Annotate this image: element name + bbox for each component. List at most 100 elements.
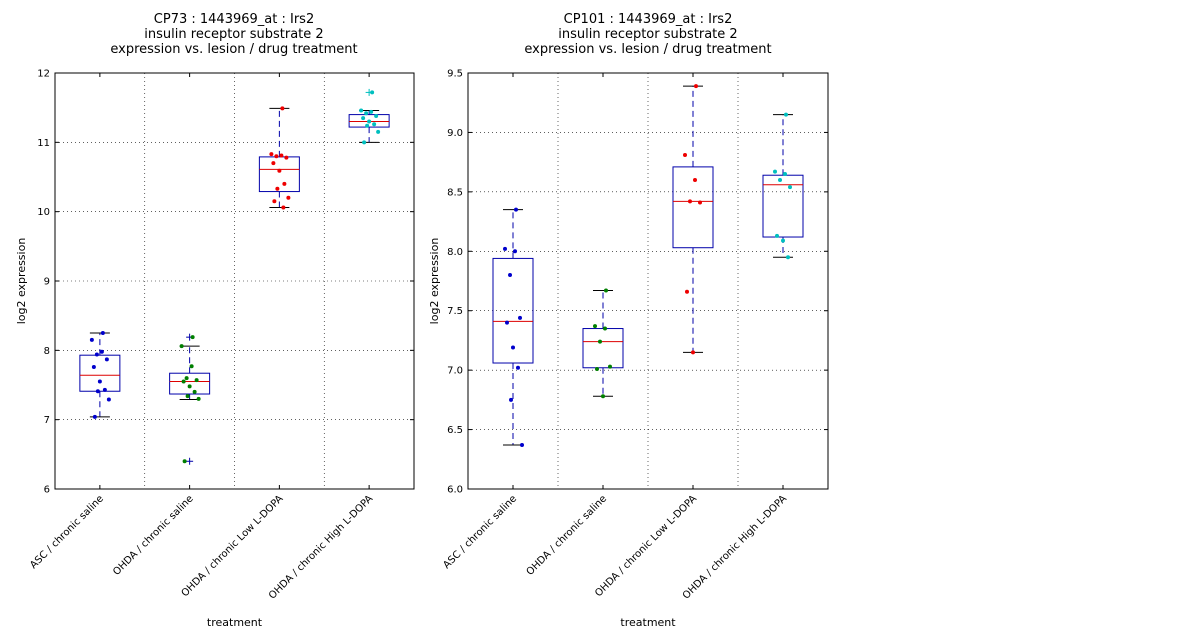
data-point xyxy=(281,205,286,210)
y-tick-label: 8 xyxy=(44,346,50,357)
data-point xyxy=(603,326,607,331)
data-point xyxy=(92,414,97,419)
data-point xyxy=(509,397,513,402)
data-point xyxy=(372,122,377,127)
data-point xyxy=(192,389,197,394)
chart-title-line: CP101 : 1443969_at : Irs2 xyxy=(564,12,733,27)
data-point xyxy=(359,108,364,113)
data-point xyxy=(511,345,515,350)
data-point xyxy=(518,315,522,320)
box-1 xyxy=(582,290,624,397)
y-tick-label: 9.0 xyxy=(447,128,463,139)
data-point xyxy=(784,112,788,117)
data-point xyxy=(95,389,100,394)
data-point xyxy=(683,153,687,158)
data-point xyxy=(698,200,702,205)
data-point xyxy=(102,387,107,392)
data-point xyxy=(604,288,608,293)
chart-title-line: insulin receptor substrate 2 xyxy=(558,27,737,42)
data-point xyxy=(370,90,375,95)
y-tick-label: 8.5 xyxy=(447,187,463,198)
data-point xyxy=(778,177,782,182)
data-point xyxy=(271,161,276,166)
data-point xyxy=(181,379,186,384)
data-point xyxy=(786,255,790,260)
y-tick-label: 9 xyxy=(44,277,50,288)
data-point xyxy=(97,379,102,384)
y-tick-label: 9.5 xyxy=(447,69,463,80)
data-point xyxy=(688,199,692,204)
box-iqr xyxy=(762,174,804,238)
data-point xyxy=(781,238,785,243)
data-point xyxy=(608,364,612,369)
x-tick-label: OHDA / chronic High L-DOPA xyxy=(681,493,789,601)
data-point xyxy=(691,350,695,355)
data-point xyxy=(362,140,367,145)
data-point xyxy=(367,119,372,124)
data-point xyxy=(185,394,190,399)
x-tick-label: OHDA / chronic saline xyxy=(111,493,196,578)
data-point xyxy=(190,335,195,340)
box-iqr xyxy=(258,156,300,193)
data-point xyxy=(361,116,366,121)
y-axis-label: log2 expression xyxy=(428,238,441,325)
y-tick-label: 12 xyxy=(37,69,50,80)
data-point xyxy=(693,177,697,182)
x-tick-label: ASC / chronic saline xyxy=(441,493,519,571)
x-tick-label: OHDA / chronic Low L-DOPA xyxy=(180,493,286,599)
y-tick-label: 7.5 xyxy=(447,306,463,317)
data-point xyxy=(508,273,512,278)
box-1 xyxy=(169,333,211,465)
x-axis-label: treatment xyxy=(620,616,676,629)
data-point xyxy=(179,344,184,349)
data-point xyxy=(269,152,274,157)
data-point xyxy=(374,113,379,118)
data-point xyxy=(280,106,285,111)
data-point xyxy=(694,84,698,89)
box-0 xyxy=(492,209,534,446)
box-iqr xyxy=(582,328,624,369)
data-point xyxy=(274,154,279,159)
data-point xyxy=(272,199,277,204)
data-point xyxy=(369,109,374,114)
box-2 xyxy=(258,107,300,209)
data-point xyxy=(104,357,109,362)
y-axis-label: log2 expression xyxy=(15,238,28,325)
data-point xyxy=(106,397,111,402)
data-point xyxy=(595,366,599,371)
data-point xyxy=(503,246,507,251)
x-axis-label: treatment xyxy=(207,616,263,629)
y-tick-label: 8.0 xyxy=(447,247,463,258)
data-point xyxy=(601,394,605,399)
data-point xyxy=(99,349,104,354)
box-iqr xyxy=(169,372,211,395)
data-point xyxy=(279,153,284,158)
data-point xyxy=(196,396,201,401)
data-point xyxy=(187,384,192,389)
x-tick-label: ASC / chronic saline xyxy=(28,493,106,571)
data-point xyxy=(513,249,517,254)
x-tick-label: OHDA / chronic High L-DOPA xyxy=(267,493,375,601)
y-tick-label: 7.0 xyxy=(447,366,463,377)
data-point xyxy=(685,289,689,294)
data-point xyxy=(593,324,597,329)
chart-title-line: expression vs. lesion / drug treatment xyxy=(110,42,357,57)
data-point xyxy=(376,129,381,134)
data-point xyxy=(286,195,291,200)
chart-title-line: expression vs. lesion / drug treatment xyxy=(524,42,771,57)
data-point xyxy=(182,459,187,464)
data-point xyxy=(516,365,520,370)
data-point xyxy=(284,155,289,160)
data-point xyxy=(184,376,189,381)
y-tick-label: 10 xyxy=(37,207,50,218)
box-iqr xyxy=(492,257,534,364)
data-point xyxy=(275,186,280,191)
data-point xyxy=(189,364,194,369)
box-iqr xyxy=(348,114,390,128)
data-point xyxy=(100,331,105,335)
box-3 xyxy=(762,114,804,258)
data-point xyxy=(598,339,602,344)
y-tick-label: 6.0 xyxy=(447,485,463,496)
